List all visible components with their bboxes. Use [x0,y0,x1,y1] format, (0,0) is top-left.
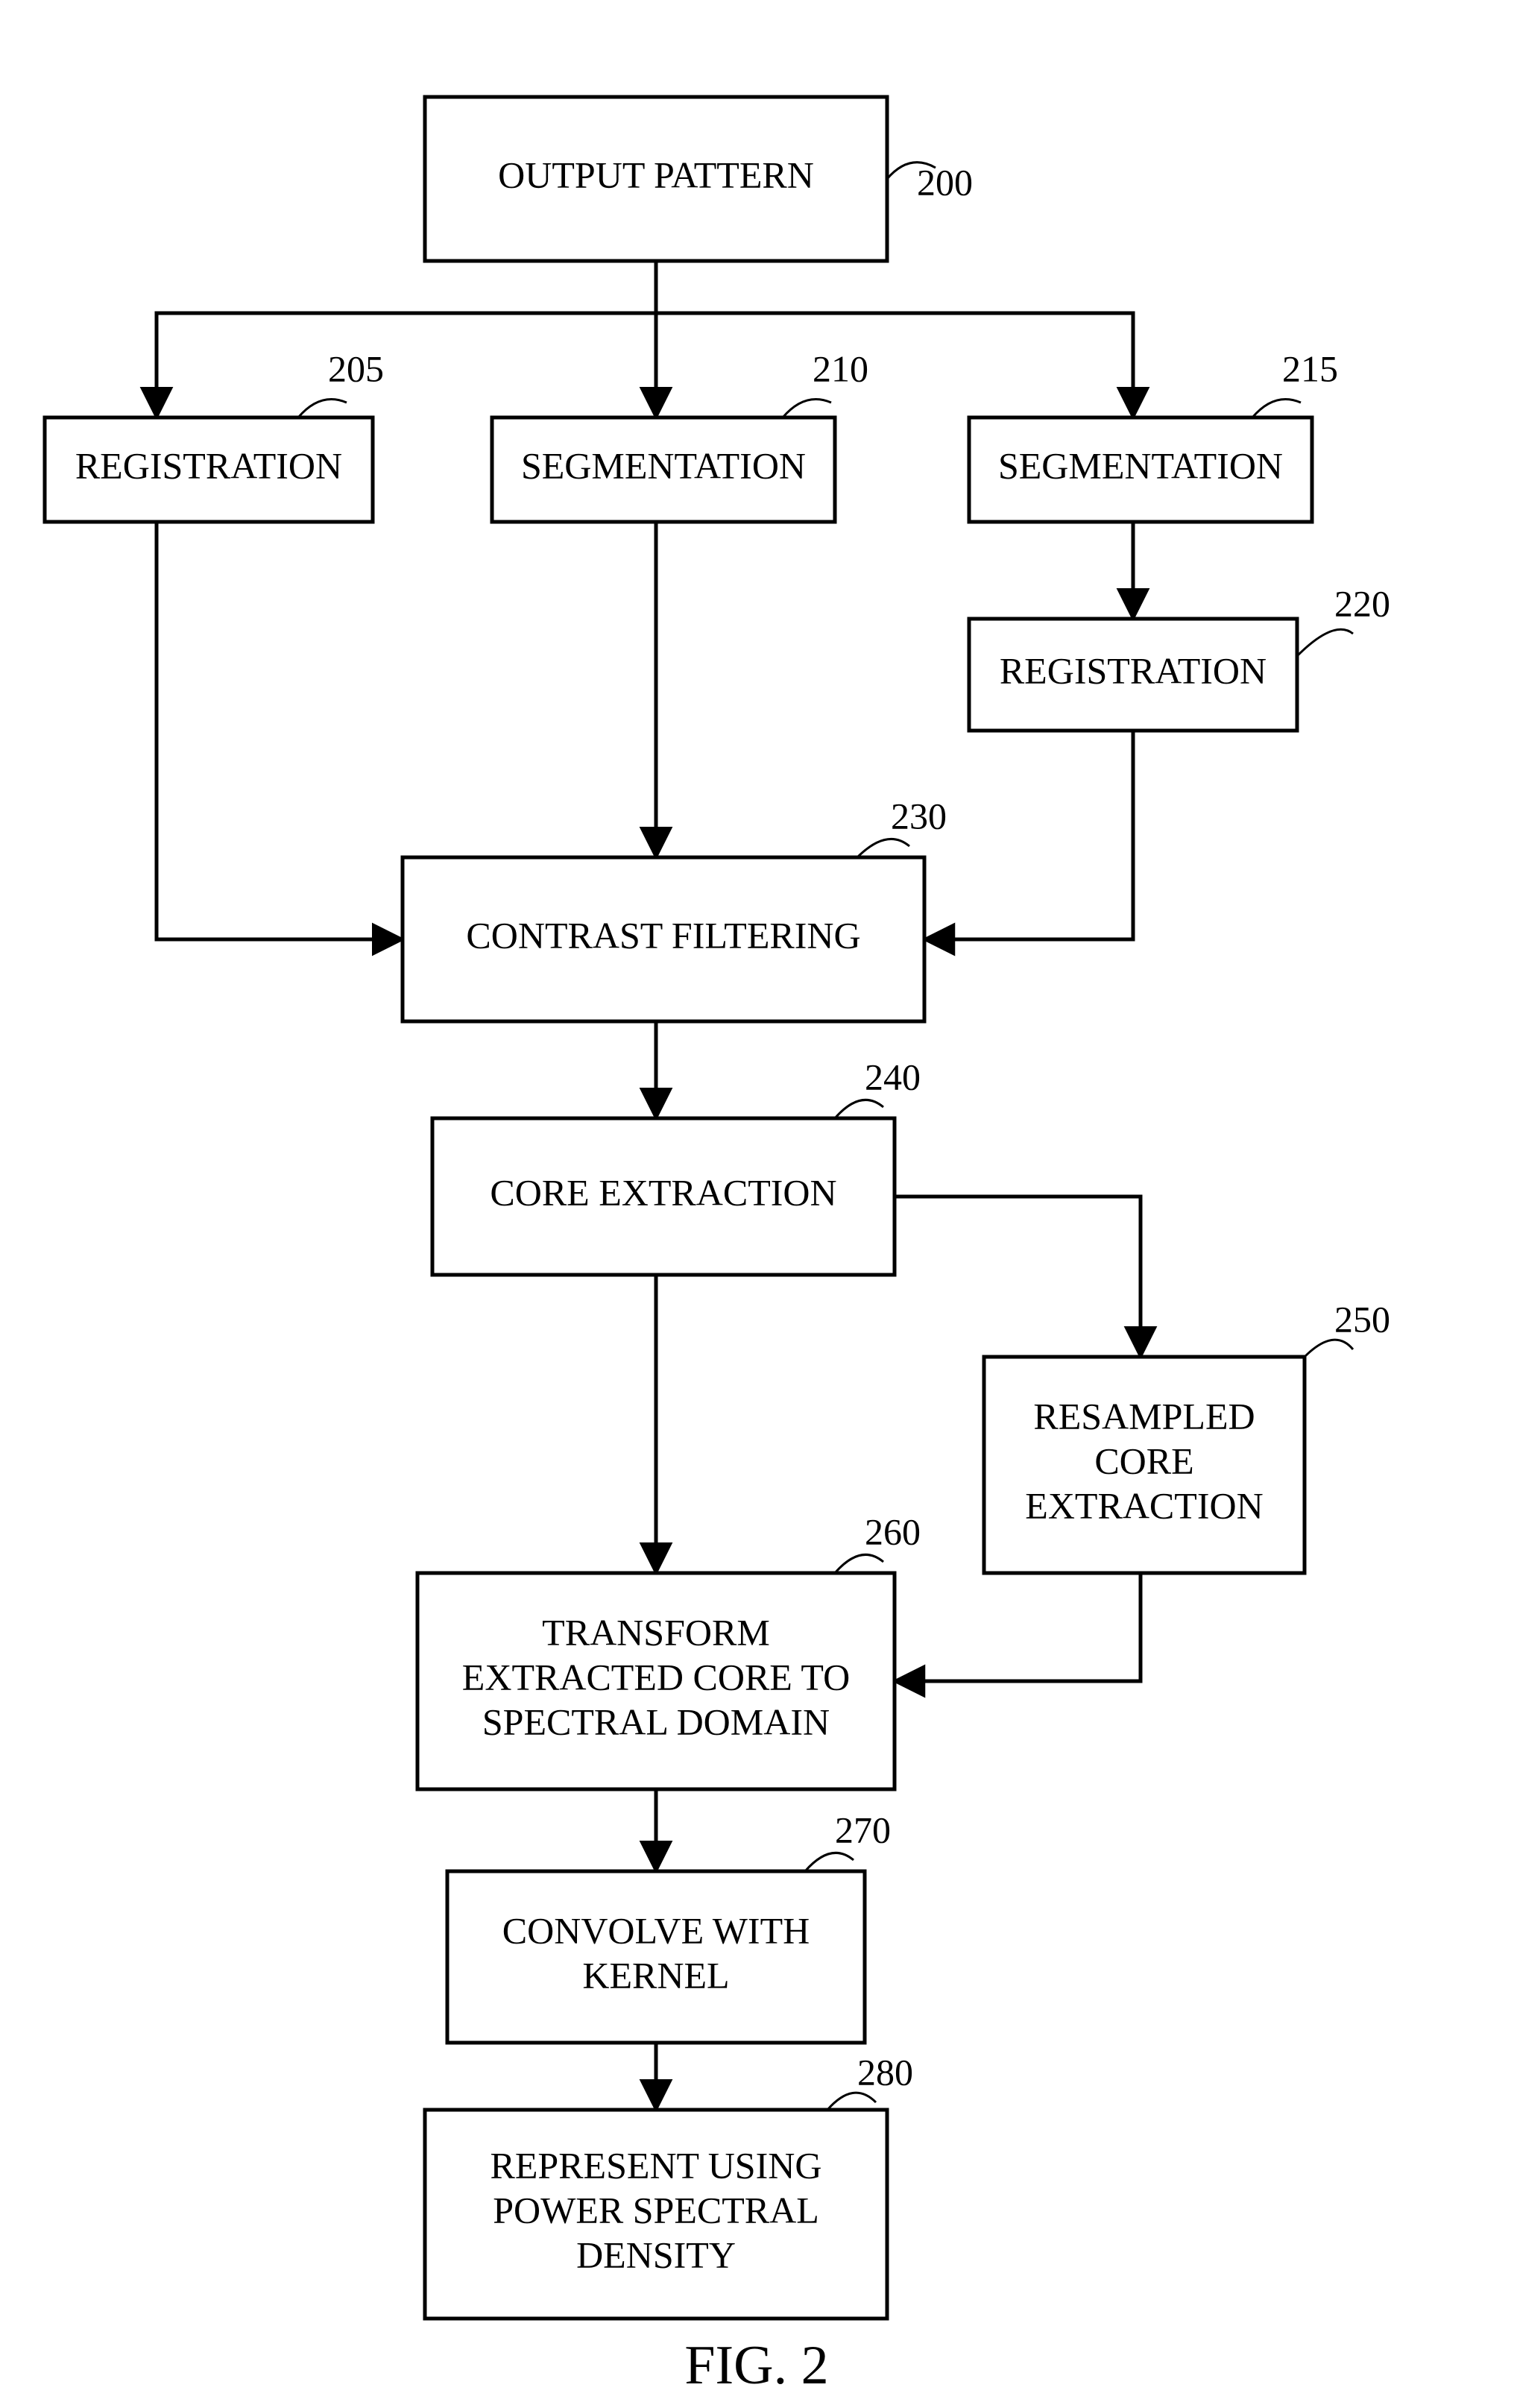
node-label-n205-l0: REGISTRATION [75,444,342,486]
ref-lead-n220 [1297,629,1353,656]
ref-lead-n210 [783,400,831,418]
ref-lead-n280 [827,2093,876,2110]
ref-lead-n260 [835,1554,883,1573]
ref-label-n260: 260 [865,1510,921,1552]
ref-lead-n240 [835,1100,883,1118]
edge-n205-n230 [157,522,403,939]
edge-fork-n205 [157,313,656,417]
node-label-n250-l0: RESAMPLED [1033,1395,1255,1437]
ref-label-n250: 250 [1334,1298,1390,1340]
node-label-n200-l0: OUTPUT PATTERN [498,154,814,195]
node-label-n215-l0: SEGMENTATION [998,444,1283,486]
ref-label-n240: 240 [865,1056,921,1097]
edge-n240-n250 [895,1197,1141,1357]
node-n270: CONVOLVE WITHKERNEL 270 [447,1809,891,2043]
node-label-n280-l0: REPRESENT USING [491,2144,822,2186]
node-label-n230-l0: CONTRAST FILTERING [466,914,860,956]
edge-fork-n215 [656,313,1133,417]
node-n260: TRANSFORMEXTRACTED CORE TOSPECTRAL DOMAI… [417,1510,921,1789]
node-n215: SEGMENTATION 215 [969,347,1338,522]
node-label-n220-l0: REGISTRATION [1000,649,1267,691]
node-label-n260-l1: EXTRACTED CORE TO [462,1656,850,1698]
edge-n250-n260 [895,1573,1141,1681]
node-n205: REGISTRATION 205 [45,347,384,522]
node-label-n250-l2: EXTRACTION [1025,1484,1263,1526]
node-label-n270-l1: KERNEL [582,1954,729,1996]
ref-label-n215: 215 [1282,347,1338,389]
node-label-n250-l1: CORE [1094,1440,1193,1481]
node-label-n210-l0: SEGMENTATION [521,444,806,486]
flowchart-figure: OUTPUT PATTERN 200 REGISTRATION 205 SEGMENTA… [0,0,1514,2408]
ref-label-n220: 220 [1334,582,1390,624]
ref-label-n200: 200 [917,161,973,203]
node-n240: CORE EXTRACTION 240 [432,1056,921,1275]
node-label-n240-l0: CORE EXTRACTION [490,1171,836,1213]
edge-n220-n230 [924,731,1133,939]
ref-label-n280: 280 [857,2051,913,2093]
node-n280: REPRESENT USINGPOWER SPECTRALDENSITY 280 [425,2051,913,2319]
ref-label-n210: 210 [813,347,868,389]
ref-label-n230: 230 [891,795,947,836]
figure-caption: FIG. 2 [684,2335,828,2396]
node-label-n260-l0: TRANSFORM [542,1611,770,1653]
node-n230: CONTRAST FILTERING 230 [403,795,947,1021]
ref-lead-n250 [1305,1340,1353,1357]
ref-lead-n205 [298,400,347,418]
ref-label-n205: 205 [328,347,384,389]
node-label-n260-l2: SPECTRAL DOMAIN [482,1701,830,1742]
ref-label-n270: 270 [835,1809,891,1850]
node-label-n280-l1: POWER SPECTRAL [493,2189,819,2231]
node-n200: OUTPUT PATTERN 200 [425,97,973,261]
ref-lead-n215 [1252,400,1301,418]
node-n220: REGISTRATION 220 [969,582,1390,731]
nodes-layer: OUTPUT PATTERN 200 REGISTRATION 205 SEGMENTA… [45,97,1390,2319]
ref-lead-n270 [805,1853,854,1871]
ref-lead-n230 [857,839,909,857]
node-n210: SEGMENTATION 210 [492,347,868,522]
node-label-n280-l2: DENSITY [576,2234,736,2275]
node-label-n270-l0: CONVOLVE WITH [502,1909,810,1951]
